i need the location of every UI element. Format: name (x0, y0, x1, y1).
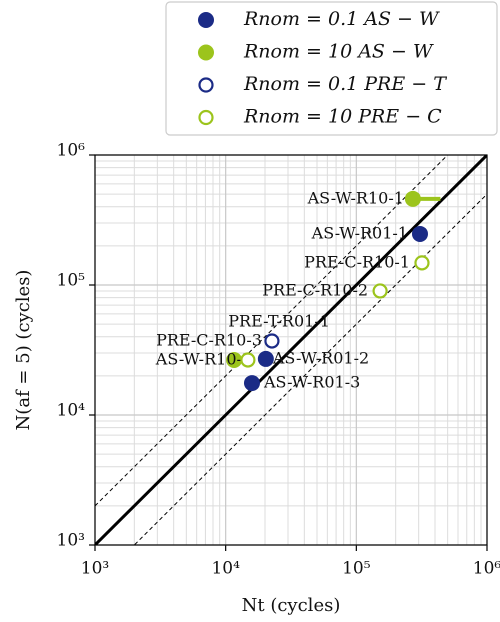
point (240, 352, 256, 368)
point-label: PRE-C-R10-1 (304, 252, 410, 271)
y-tick-label: 10⁶ (57, 141, 86, 161)
point-label: AS-W-R01-1 (311, 223, 408, 242)
x-tick-label: 10⁴ (211, 559, 240, 579)
legend-text: Rnom = 10 AS − W (243, 41, 434, 63)
x-tick-label: 10⁵ (342, 559, 371, 579)
point-label: AS-W-R10-2 (155, 349, 252, 368)
y-tick-label: 10⁵ (57, 271, 86, 291)
point (257, 350, 274, 367)
point-label: PRE-C-R10-2 (262, 280, 368, 299)
legend-text: Rnom = 0.1 PRE − T (243, 73, 447, 95)
reference-line (133, 193, 487, 545)
point (372, 283, 388, 299)
y-tick-label: 10⁴ (57, 401, 86, 421)
legend-marker (198, 109, 214, 126)
point-label: PRE-T-R01-1 (228, 311, 330, 330)
point-label: AS-W-R10-1 (307, 188, 404, 207)
point (226, 351, 243, 368)
legend-marker (198, 12, 214, 28)
point-label: AS-W-R01-2 (272, 348, 369, 367)
legend-marker (198, 44, 214, 61)
x-tick-label: 10⁶ (473, 559, 500, 579)
legend-marker (198, 77, 214, 93)
x-axis-label: Nt (cycles) (242, 595, 341, 616)
point (264, 333, 280, 349)
legend-box (165, 1, 498, 136)
reference-line (95, 155, 487, 545)
reference-line (95, 155, 449, 507)
point-label: AS-W-R01-3 (263, 373, 360, 392)
plot-frame (94, 154, 488, 546)
y-tick-label: 10³ (57, 531, 85, 551)
point (243, 375, 260, 392)
x-tick-label: 10³ (81, 559, 109, 579)
point-label: PRE-C-R10-3 (156, 330, 262, 349)
point (414, 255, 430, 271)
point (411, 225, 428, 242)
y-axis-label: N(af = 5) (cycles) (13, 270, 34, 431)
legend-text: Rnom = 10 PRE − C (243, 106, 442, 128)
legend-text: Rnom = 0.1 AS − W (243, 8, 440, 30)
point (404, 190, 421, 207)
